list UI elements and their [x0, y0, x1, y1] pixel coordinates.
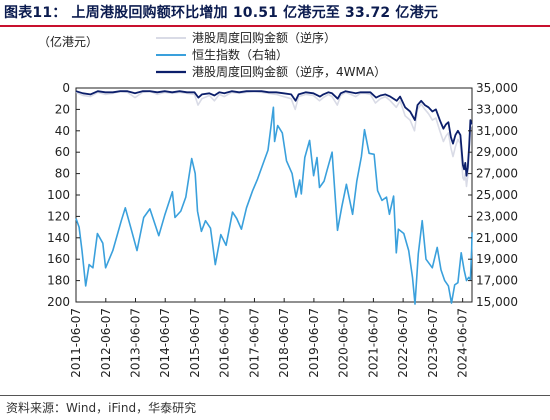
- figure-title-bar: 图表11： 上周港股回购额环比增加 10.51 亿港元至 33.72 亿港元: [0, 0, 550, 24]
- left-tick-label: 60: [55, 145, 70, 159]
- left-tick-label: 180: [47, 274, 70, 288]
- left-tick-label: 40: [55, 124, 70, 138]
- x-tick-label: 2020-06-07: [337, 308, 351, 378]
- x-tick-label: 2016-06-07: [218, 308, 232, 378]
- right-tick-label: 15,000: [476, 295, 518, 309]
- legend-label-1: 港股周度回购金额（逆序）: [192, 30, 336, 45]
- source-note: 资料来源：Wind，iFind，华泰研究: [6, 401, 197, 415]
- left-tick-label: 140: [47, 231, 70, 245]
- series-line-2: [75, 106, 473, 305]
- series-layer: [75, 90, 473, 305]
- left-tick-label: 120: [47, 209, 70, 223]
- right-tick-label: 23,000: [476, 209, 518, 223]
- right-tick-label: 31,000: [476, 124, 518, 138]
- legend-label-3: 港股周度回购金额（逆序，4WMA）: [192, 64, 386, 79]
- x-tick-label: 2022-06-07: [396, 308, 410, 378]
- x-tick-label: 2015-06-07: [188, 308, 202, 378]
- x-tick-label: 2018-06-07: [277, 308, 291, 378]
- left-axis-unit: （亿港元）: [38, 34, 98, 49]
- x-tick-label: 2017-06-07: [247, 308, 261, 378]
- right-tick-label: 21,000: [476, 231, 518, 245]
- figure-title: 图表11： 上周港股回购额环比增加 10.51 亿港元至 33.72 亿港元: [4, 5, 439, 21]
- left-tick-label: 200: [47, 295, 70, 309]
- series-line-1: [75, 90, 473, 188]
- axis-layer: 0 20 40 60 80 100 120 140 160 180 200 15,000 17,000 1…: [38, 34, 518, 378]
- right-tick-label: 19,000: [476, 252, 518, 266]
- left-tick-label: 160: [47, 252, 70, 266]
- right-tick-label: 29,000: [476, 145, 518, 159]
- buyback-hsi-chart: 0 20 40 60 80 100 120 140 160 180 200 15,000 17,000 1…: [38, 30, 518, 378]
- right-tick-label: 35,000: [476, 81, 518, 95]
- legend: 港股周度回购金额（逆序） 恒生指数（右轴） 港股周度回购金额（逆序，4WMA）: [156, 30, 386, 79]
- x-tick-label: 2013-06-07: [129, 308, 143, 378]
- x-tick-label: 2012-06-07: [99, 308, 113, 378]
- x-tick-label: 2011-06-07: [69, 308, 83, 378]
- right-tick-label: 25,000: [476, 188, 518, 202]
- right-tick-label: 33,000: [476, 102, 518, 116]
- right-tick-label: 27,000: [476, 167, 518, 181]
- left-tick-label: 80: [55, 167, 70, 181]
- legend-label-2: 恒生指数（右轴）: [192, 47, 288, 62]
- left-tick-label: 20: [55, 102, 70, 116]
- x-tick-label: 2019-06-07: [307, 308, 321, 378]
- left-tick-label: 0: [62, 81, 70, 95]
- series-line-3: [75, 90, 473, 177]
- x-tick-label: 2014-06-07: [158, 308, 172, 378]
- title-divider: [0, 25, 550, 27]
- x-tick-label: 2023-06-07: [426, 308, 440, 378]
- source-divider: [0, 395, 550, 396]
- x-tick-label: 2024-06-07: [456, 308, 470, 378]
- right-tick-label: 17,000: [476, 274, 518, 288]
- x-tick-label: 2021-06-07: [366, 308, 380, 378]
- left-tick-label: 100: [47, 188, 70, 202]
